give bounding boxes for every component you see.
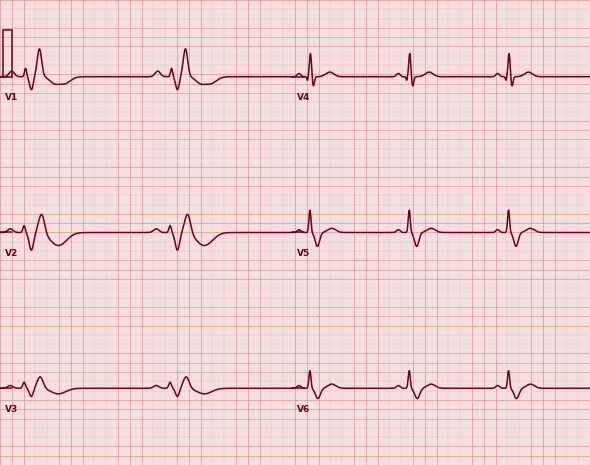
Text: V4: V4 (297, 93, 310, 102)
Text: V2: V2 (5, 249, 18, 258)
Text: V3: V3 (5, 405, 18, 413)
Text: V1: V1 (5, 93, 18, 102)
Text: V6: V6 (297, 405, 310, 413)
Text: V5: V5 (297, 249, 310, 258)
